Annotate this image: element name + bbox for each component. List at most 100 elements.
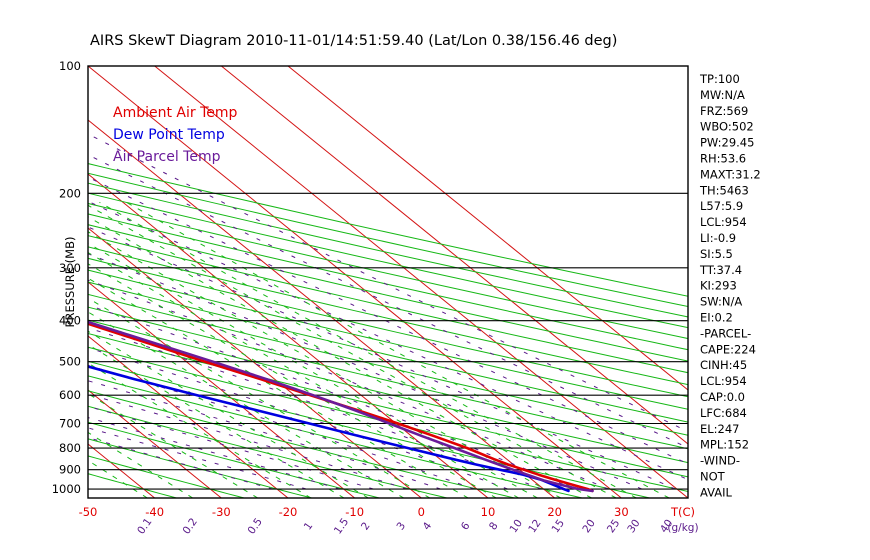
mixing-ratio-tick: 0.1 [135, 516, 154, 537]
isotherm-line [88, 281, 355, 498]
dry-adiabat-line [88, 192, 688, 329]
mixing-ratio-line [88, 297, 431, 498]
info-panel-row: LCL:954 [700, 374, 747, 388]
bottom-temp-tick: -30 [212, 505, 231, 519]
mixing-ratio-tick: 10 [508, 517, 526, 535]
info-panel-row: L57:5.9 [700, 199, 743, 213]
dry-adiabat-line [88, 281, 688, 423]
mixing-ratio-tick: 1.5 [332, 516, 351, 537]
info-panel-row: TT:37.4 [699, 263, 742, 277]
bottom-temp-tick: -10 [345, 505, 364, 519]
pressure-tick: 800 [59, 441, 81, 455]
dry-adiabat-line [88, 375, 583, 498]
info-panel-row: PW:29.45 [700, 136, 754, 150]
mixing-ratio-line [88, 431, 193, 498]
mixing-ratio-line [88, 231, 562, 498]
info-panel-row: MAXT:31.2 [700, 167, 761, 181]
mixing-ratio-line [88, 204, 617, 498]
bottom-temp-tick: 10 [481, 505, 496, 519]
info-panel-row: FRZ:569 [700, 104, 748, 118]
mixing-ratio-line [88, 343, 345, 498]
info-panel-row: WBO:502 [700, 120, 754, 134]
isotherm-line [0, 66, 21, 498]
pressure-tick: 100 [59, 59, 81, 73]
isotherm-line [88, 66, 622, 498]
dry-adiabat-line [88, 182, 688, 318]
mixing-ratio-line [88, 311, 405, 498]
info-panel-row: CAP:0.0 [700, 390, 745, 404]
pressure-tick: 500 [59, 355, 81, 369]
mixing-ratio-line [88, 362, 312, 498]
dew-point-curve [88, 365, 570, 493]
mixing-ratio-tick: 1 [302, 520, 316, 532]
bottom-temp-tick: -50 [79, 505, 98, 519]
dry-adiabat-line [88, 213, 688, 351]
info-panel-row: LFC:684 [700, 406, 747, 420]
dry-adiabat-line [88, 332, 688, 478]
mixing-ratio-tick: 20 [580, 517, 598, 535]
bottom-temp-tick: -40 [145, 505, 164, 519]
mixing-ratio-tick: 15 [550, 517, 568, 535]
moist-adiabat-line [88, 226, 676, 490]
mixing-ratio-tick: 8 [487, 520, 501, 532]
plot-frame [87, 65, 689, 499]
info-panel-row: -PARCEL- [700, 326, 751, 340]
info-panel-row: CAPE:224 [700, 342, 756, 356]
info-panel-row: RH:53.6 [700, 152, 746, 166]
mixing-ratio-line [88, 393, 258, 498]
info-panel-row: MPL:152 [700, 438, 749, 452]
dry-adiabat-line [88, 257, 688, 398]
pressure-tick: 400 [59, 314, 81, 328]
info-panel-row: KI:293 [700, 279, 737, 293]
moist-adiabat-line [88, 253, 642, 490]
bottom-temp-tick: 30 [614, 505, 629, 519]
moist-adiabat-line [88, 200, 688, 481]
pressure-tick: 300 [59, 261, 81, 275]
isotherm-line [221, 66, 688, 445]
mixing-ratio-line [88, 330, 369, 498]
temp-axis-label: T(C) [670, 505, 695, 519]
moist-adiabat-line [88, 154, 688, 449]
moist-adiabat-line [88, 327, 542, 490]
isotherm-line [154, 66, 688, 498]
info-panel-row: TP:100 [699, 72, 740, 86]
info-panel-row: AVAIL [700, 485, 733, 499]
moist-adiabat-line [88, 304, 575, 490]
info-panel-row: -WIND- [700, 454, 740, 468]
isotherm-line [88, 389, 222, 498]
info-panel-row: TH:5463 [699, 183, 749, 197]
legend-item-3: Air Parcel Temp [113, 149, 221, 165]
mixing-ratio-line [88, 216, 592, 498]
legend-item-1: Ambient Air Temp [113, 105, 238, 121]
parcel-temp-curve [88, 320, 594, 493]
bottom-temp-tick: 20 [547, 505, 562, 519]
info-panel-row: LCL:954 [700, 215, 747, 229]
info-panel-row: SW:N/A [700, 295, 742, 309]
dry-adiabat-line [88, 405, 448, 498]
dry-adiabat-line [88, 346, 688, 493]
dry-adiabat-line [88, 360, 650, 498]
pressure-axis-label: PRESSURE (MB) [63, 237, 77, 328]
mixing-ratio-axis-label: (g/kg) [667, 522, 698, 534]
mixing-ratio-tick: 3 [395, 520, 409, 532]
info-panel-row: EL:247 [700, 422, 740, 436]
dry-adiabat-line [88, 421, 380, 498]
mixing-ratio-tick: 30 [625, 517, 643, 535]
info-panel-row: SI:5.5 [700, 247, 733, 261]
info-panel-row: EI:0.2 [700, 311, 733, 325]
mixing-ratio-tick: 2 [359, 520, 373, 532]
moist-adiabat-line [88, 176, 688, 465]
pressure-tick: 600 [59, 388, 81, 402]
pressure-tick: 700 [59, 417, 81, 431]
info-panel-row: NOT [700, 470, 726, 484]
dry-adiabat-line [88, 293, 688, 436]
info-panel-row: LI:-0.9 [700, 231, 736, 245]
legend-item-2: Dew Point Temp [113, 127, 225, 143]
isotherm-line [287, 66, 688, 391]
dry-adiabat-line [88, 455, 245, 498]
dry-adiabat-line [88, 306, 688, 450]
moist-adiabat-line [88, 405, 374, 490]
bottom-temp-tick: -20 [279, 505, 298, 519]
mixing-ratio-line [99, 201, 637, 498]
